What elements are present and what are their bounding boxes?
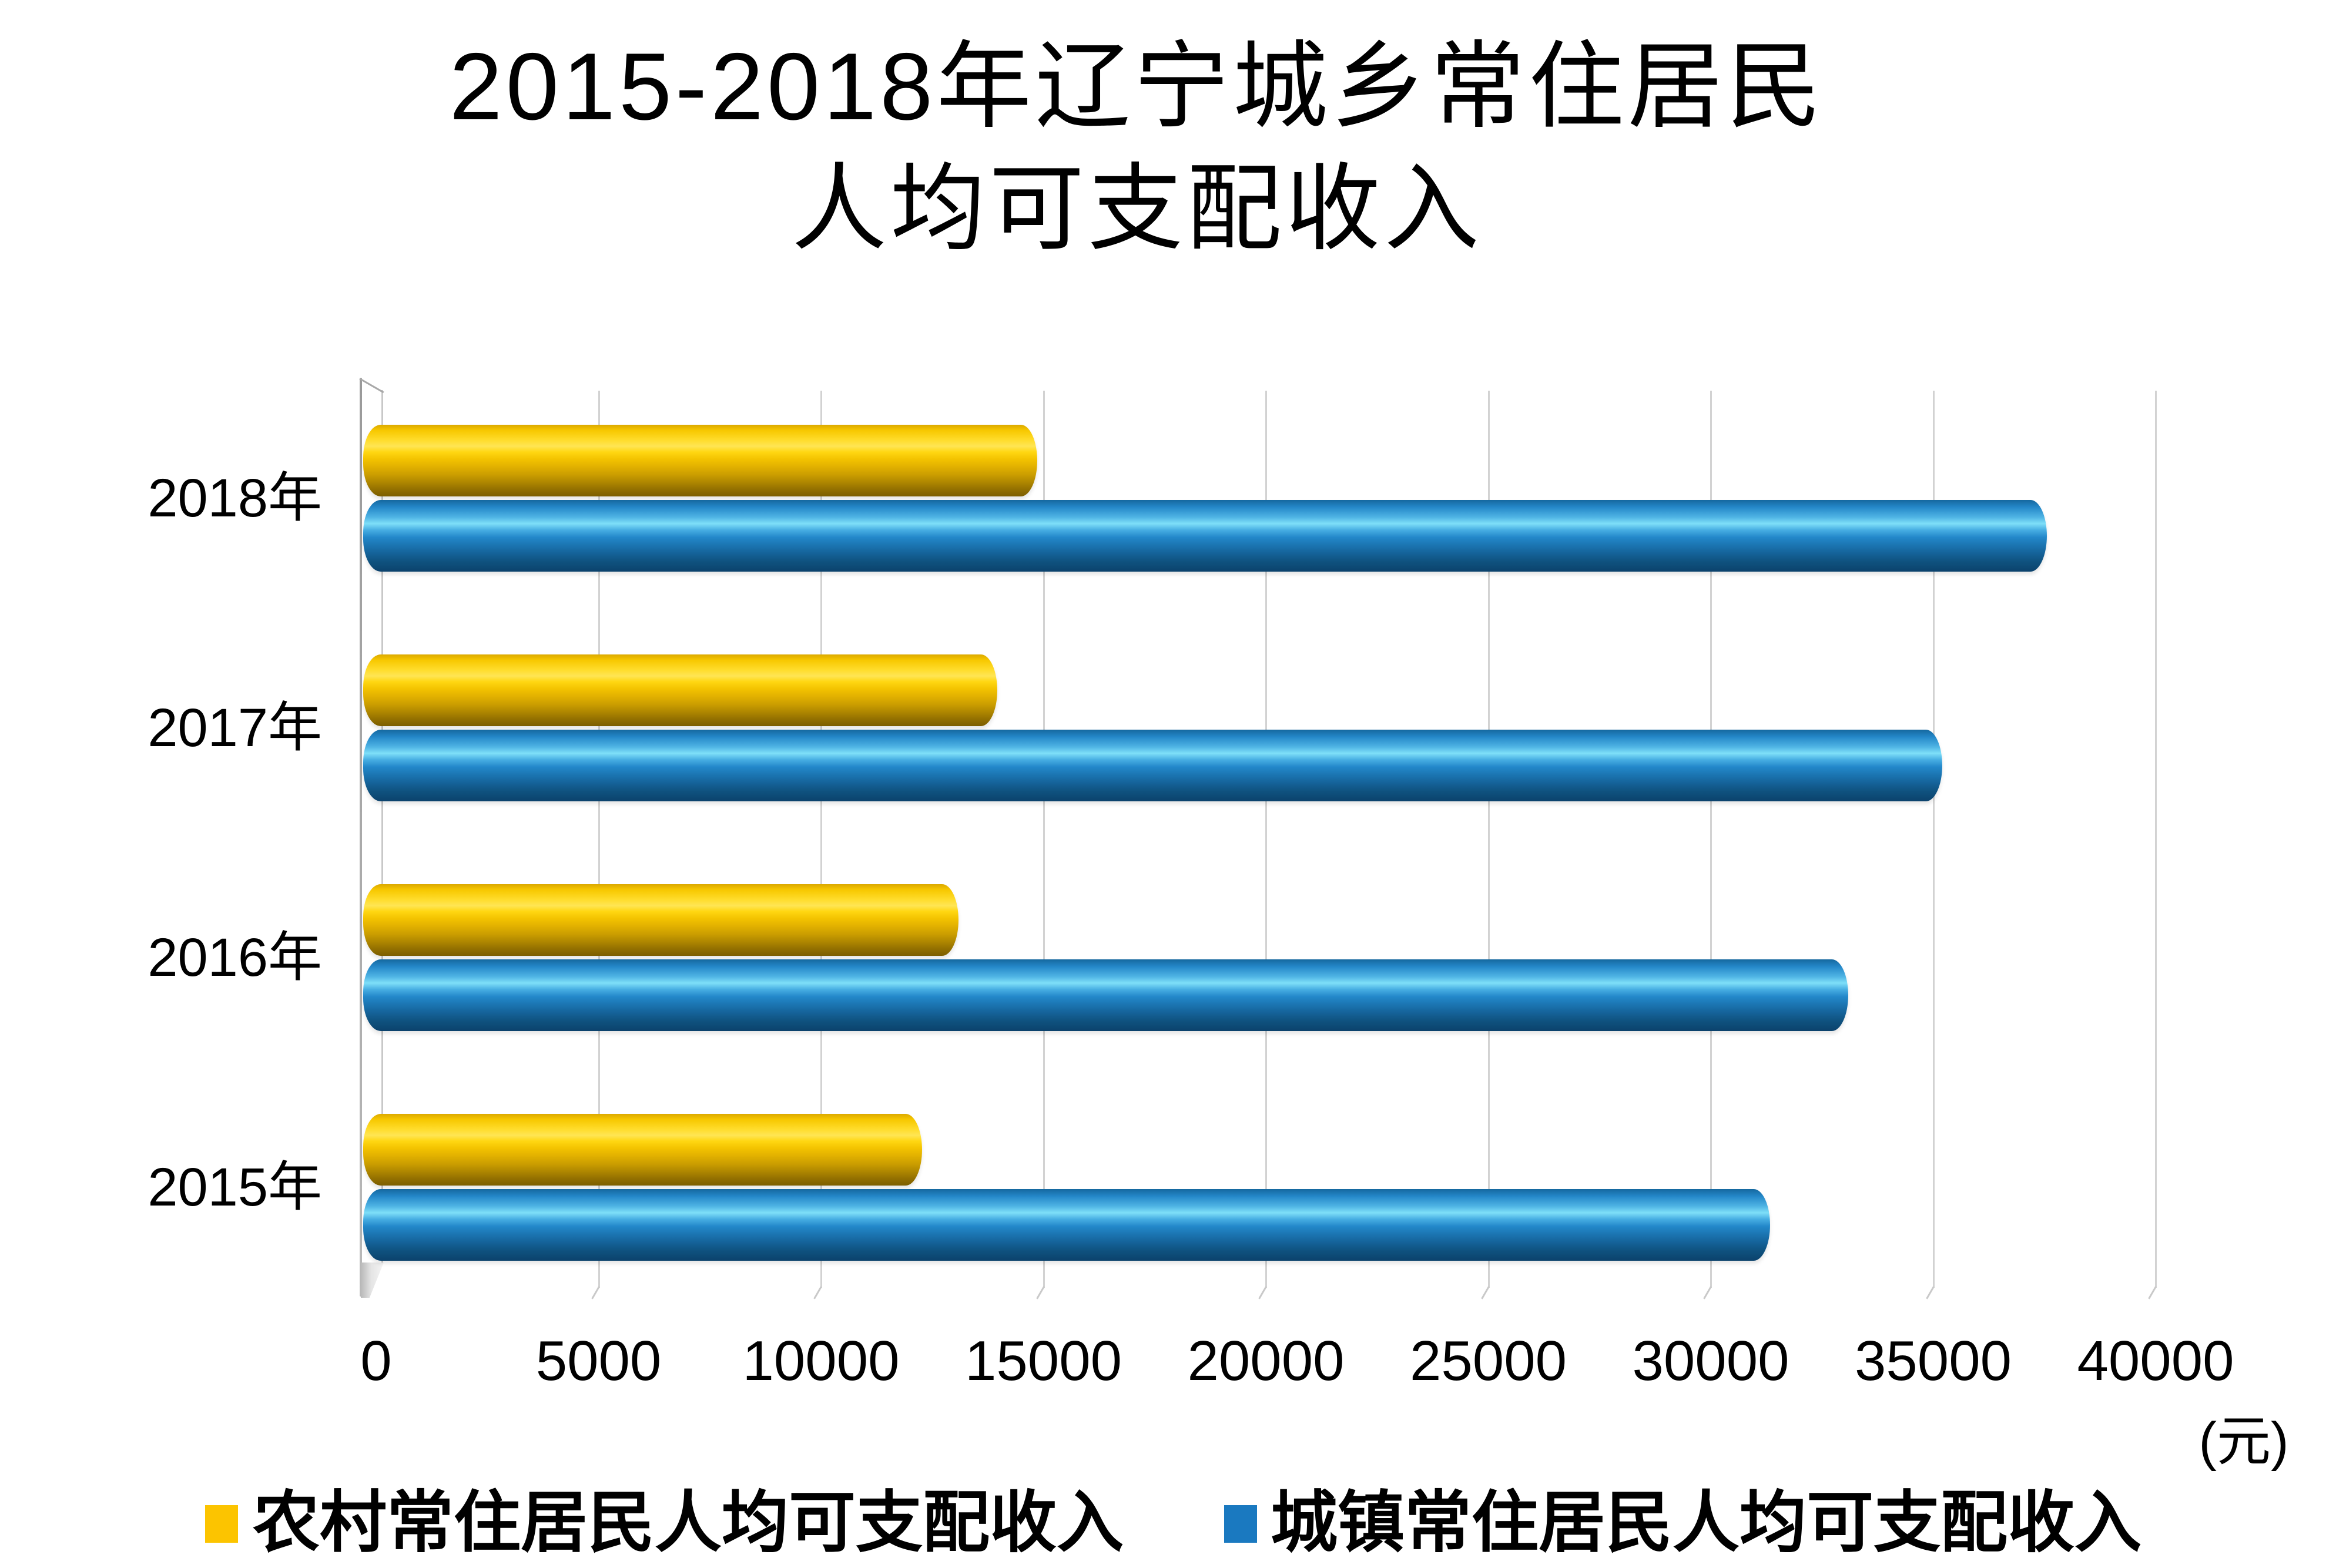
gridline-floor-hook xyxy=(1925,1286,1935,1300)
gridline-floor-hook xyxy=(1035,1286,1045,1300)
x-tick-label-15000: 15000 xyxy=(965,1329,1122,1392)
gridline-floor-hook xyxy=(813,1286,822,1300)
gridline-floor-hook xyxy=(1258,1286,1267,1300)
x-tick-label-10000: 10000 xyxy=(742,1329,900,1392)
bar-2018-rural xyxy=(363,425,1037,496)
legend-label-rural: 农村常住居民人均可支配收入 xyxy=(253,1486,1124,1560)
gridline-15000 xyxy=(1043,391,1045,1288)
wall-left-line xyxy=(360,378,362,1297)
chart-title-line1: 2015-2018年辽宁城乡常住居民 xyxy=(449,33,1825,140)
category-label-2016: 2016年 xyxy=(148,928,322,988)
legend-label-urban: 城镇常住居民人均可支配收入 xyxy=(1271,1486,2142,1560)
gridline-5000 xyxy=(598,391,600,1288)
bar-2015-urban xyxy=(363,1189,1770,1261)
category-label-2015: 2015年 xyxy=(148,1157,322,1217)
chart-title-line2: 人均可支配收入 xyxy=(792,156,1483,262)
x-tick-label-35000: 35000 xyxy=(1855,1329,2012,1392)
gridline-35000 xyxy=(1932,391,1935,1288)
gridline-floor-hook xyxy=(1703,1286,1712,1300)
gridline-20000 xyxy=(1265,391,1267,1288)
x-tick-label-30000: 30000 xyxy=(1632,1329,1789,1392)
bar-2017-urban xyxy=(363,730,1942,801)
wall-top-edge xyxy=(359,378,384,394)
gridline-floor-hook xyxy=(2148,1286,2157,1300)
gridline-25000 xyxy=(1487,391,1490,1288)
x-tick-label-25000: 25000 xyxy=(1410,1329,1567,1392)
wall-foot xyxy=(361,1263,384,1298)
gridline-40000 xyxy=(2155,391,2157,1288)
category-label-2018: 2018年 xyxy=(148,468,322,528)
gridline-floor-hook xyxy=(1480,1286,1490,1300)
bar-2016-rural xyxy=(363,884,958,956)
gridline-30000 xyxy=(1710,391,1712,1288)
wall-zero-line xyxy=(381,390,383,1264)
x-tick-label-40000: 40000 xyxy=(2077,1329,2234,1392)
category-label-2017: 2017年 xyxy=(148,698,322,758)
bar-2017-rural xyxy=(363,654,997,726)
legend-marker-rural xyxy=(205,1505,238,1543)
x-tick-label-5000: 5000 xyxy=(535,1329,662,1392)
bar-2018-urban xyxy=(363,500,2047,572)
x-tick-label-0: 0 xyxy=(360,1329,392,1392)
x-tick-label-20000: 20000 xyxy=(1187,1329,1345,1392)
gridline-10000 xyxy=(820,391,822,1288)
gridline-floor-hook xyxy=(591,1286,600,1300)
legend-marker-urban xyxy=(1224,1505,1257,1543)
axis-unit-label: (元) xyxy=(2198,1412,2289,1472)
chart-title: 2015-2018年辽宁城乡常住居民 人均可支配收入 xyxy=(0,26,2274,270)
bar-2016-urban xyxy=(363,959,1848,1031)
bar-2015-rural xyxy=(363,1114,922,1186)
